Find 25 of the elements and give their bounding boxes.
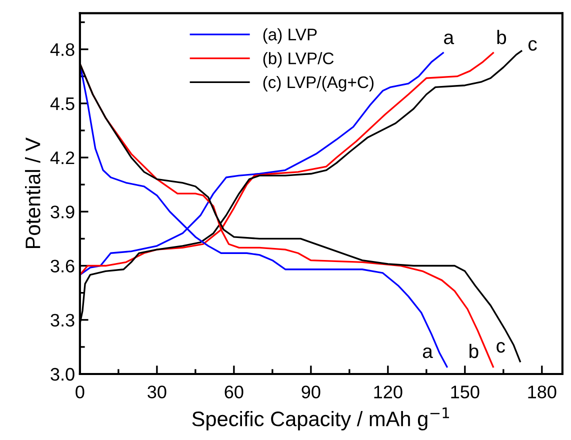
annotation: c [496,342,505,353]
annotation: a [422,347,433,358]
x-tick-label: 150 [451,386,480,398]
legend-label: (a) LVP [263,28,317,44]
y-tick-label: 4.2 [50,151,74,164]
y-tick-label: 4.5 [50,98,74,110]
y-tick-label: 4.8 [50,43,74,56]
annotation: a [444,34,454,44]
y-axis-title: Potential / V [25,138,40,248]
annotation: b [470,344,478,358]
y-tick-label: 3.9 [50,206,74,218]
x-tick-label: 60 [224,386,244,398]
x-tick-label: 0 [76,386,84,398]
legend-label: (c) LVP/(Ag+C) [263,76,374,92]
legend-label: (b) LVP/C [263,52,334,68]
x-tick-label: 30 [148,386,166,398]
annotation: c [528,40,537,51]
y-tick-label: 3.3 [50,314,74,327]
x-tick-label: 90 [302,386,320,398]
y-tick-label: 3.6 [50,260,74,272]
y-tick-label: 3.0 [50,368,74,381]
x-tick-label: 180 [528,386,556,398]
x-tick-label: 120 [374,386,402,398]
annotation: b [497,30,506,44]
x-axis-title: Specific Capacity / mAh g$^{−1}$ [192,408,450,430]
